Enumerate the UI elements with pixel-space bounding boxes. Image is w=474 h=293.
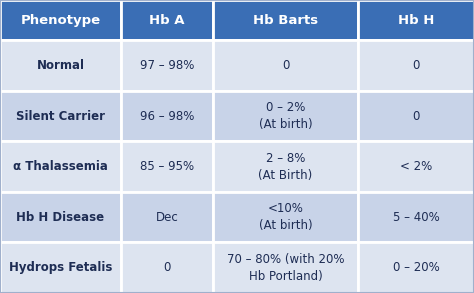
Text: Hb H Disease: Hb H Disease: [17, 211, 104, 224]
Text: < 2%: < 2%: [400, 160, 432, 173]
Text: 5 – 40%: 5 – 40%: [392, 211, 439, 224]
Text: 70 – 80% (with 20%
Hb Portland): 70 – 80% (with 20% Hb Portland): [227, 253, 344, 283]
Bar: [0, 192, 121, 243]
Text: Hb Barts: Hb Barts: [253, 14, 318, 27]
Text: 0 – 20%: 0 – 20%: [392, 261, 439, 274]
Text: Hydrops Fetalis: Hydrops Fetalis: [9, 261, 112, 274]
Bar: [358, 0, 474, 40]
Bar: [121, 142, 213, 192]
Bar: [358, 142, 474, 192]
Bar: [213, 142, 358, 192]
Text: Silent Carrier: Silent Carrier: [16, 110, 105, 123]
Text: 0: 0: [412, 59, 419, 72]
Bar: [121, 91, 213, 142]
Bar: [213, 0, 358, 40]
Bar: [0, 91, 121, 142]
Text: 97 – 98%: 97 – 98%: [140, 59, 194, 72]
Text: Normal: Normal: [36, 59, 84, 72]
Text: Phenotype: Phenotype: [20, 14, 100, 27]
Bar: [358, 91, 474, 142]
Bar: [213, 91, 358, 142]
Text: 2 – 8%
(At Birth): 2 – 8% (At Birth): [258, 152, 313, 182]
Bar: [358, 243, 474, 293]
Bar: [121, 0, 213, 40]
Bar: [0, 243, 121, 293]
Text: 85 – 95%: 85 – 95%: [140, 160, 194, 173]
Text: 0: 0: [164, 261, 171, 274]
Bar: [121, 192, 213, 243]
Text: 96 – 98%: 96 – 98%: [140, 110, 194, 123]
Bar: [121, 243, 213, 293]
Bar: [213, 40, 358, 91]
Text: <10%
(At birth): <10% (At birth): [259, 202, 312, 232]
Text: 0: 0: [282, 59, 289, 72]
Text: Dec: Dec: [156, 211, 178, 224]
Bar: [358, 40, 474, 91]
Bar: [0, 40, 121, 91]
Bar: [213, 192, 358, 243]
Text: 0: 0: [412, 110, 419, 123]
Bar: [0, 0, 121, 40]
Bar: [0, 142, 121, 192]
Bar: [213, 243, 358, 293]
Text: Hb H: Hb H: [398, 14, 434, 27]
Text: 0 – 2%
(At birth): 0 – 2% (At birth): [259, 101, 312, 131]
Text: Hb A: Hb A: [149, 14, 185, 27]
Text: α Thalassemia: α Thalassemia: [13, 160, 108, 173]
Bar: [121, 40, 213, 91]
Bar: [358, 192, 474, 243]
